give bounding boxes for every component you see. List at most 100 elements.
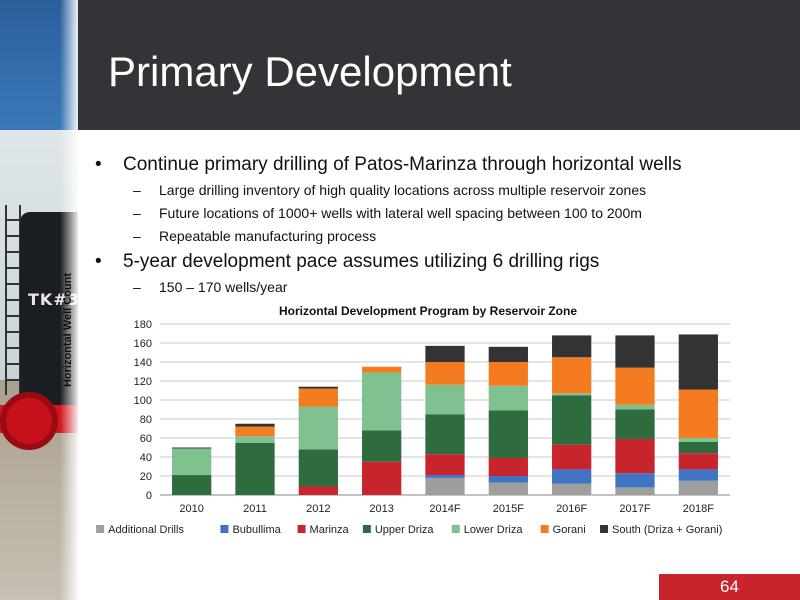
bar-segment <box>425 345 465 362</box>
bar-segment <box>552 393 592 396</box>
y-tick-label: 60 <box>140 433 152 445</box>
bar-segment <box>678 389 718 438</box>
bar-segment <box>615 409 655 439</box>
bar-segment <box>552 357 592 394</box>
sub-bullet-1-2: – Future locations of 1000+ wells with l… <box>133 205 642 221</box>
bar-segment <box>235 436 275 443</box>
legend-swatch <box>220 525 229 533</box>
x-tick-label: 2012 <box>306 503 330 515</box>
legend-label: Gorani <box>553 524 586 536</box>
sub-bullet-2-1-text: 150 – 170 wells/year <box>159 279 288 295</box>
legend-label: Marinza <box>310 524 350 536</box>
sub-bullet-1-1: – Large drilling inventory of high quali… <box>133 182 647 198</box>
y-tick-label: 20 <box>140 471 152 483</box>
y-tick-label: 140 <box>134 357 152 369</box>
background-photo: TK#3 <box>0 0 78 600</box>
bar-segment <box>552 469 592 484</box>
bar-segment <box>615 438 655 474</box>
bar-segment <box>362 366 402 373</box>
bar-segment <box>425 384 465 415</box>
slide-header: Primary Development <box>78 0 800 130</box>
bar-segment <box>488 362 528 386</box>
x-tick-label: 2016F <box>556 503 587 515</box>
bar-segment <box>298 449 338 487</box>
bullet-2-text: 5-year development pace assumes utilizin… <box>123 251 600 272</box>
page-number: 64 <box>659 574 800 600</box>
bar-segment <box>235 423 275 427</box>
y-tick-label: 0 <box>146 490 152 502</box>
slide-title: Primary Development <box>108 48 512 95</box>
sub-bullet-dash: – <box>133 228 141 244</box>
bar-segment <box>678 438 718 442</box>
bar-segment <box>235 426 275 437</box>
x-tick-label: 2010 <box>179 503 203 515</box>
chart-title: Horizontal Development Program by Reserv… <box>278 304 578 318</box>
sub-bullet-1-3: – Repeatable manufacturing process <box>133 228 377 244</box>
bar-segment <box>615 473 655 488</box>
x-tick-label: 2013 <box>369 503 393 515</box>
x-tick-label: 2015F <box>493 503 524 515</box>
y-tick-label: 120 <box>134 376 152 388</box>
x-tick-label: 2011 <box>243 503 267 515</box>
photo-fade <box>60 0 78 600</box>
bar-segment <box>362 372 402 431</box>
bar-segment <box>425 477 465 495</box>
sub-bullet-dash: – <box>133 182 141 198</box>
legend-swatch <box>451 525 460 533</box>
y-tick-label: 100 <box>134 395 152 407</box>
photo-tower <box>5 205 21 395</box>
legend-label: Bubullima <box>232 524 281 536</box>
bullet-2: • 5-year development pace assumes utiliz… <box>95 251 600 273</box>
bar-segment <box>425 475 465 478</box>
bar-segment <box>298 486 338 495</box>
bullet-1-text: Continue primary drilling of Patos-Marin… <box>123 154 682 175</box>
bar-segment <box>425 414 465 455</box>
bar-segment <box>298 406 338 450</box>
legend-label: Upper Driza <box>375 524 435 536</box>
legend-swatch <box>540 525 549 533</box>
bar-segment <box>552 444 592 470</box>
bar-segment <box>615 404 655 410</box>
bar-segment <box>678 480 718 495</box>
bar-segment <box>678 469 718 481</box>
legend-label: Additional Drills <box>108 524 184 536</box>
bar-segment <box>615 335 655 368</box>
legend-swatch <box>96 525 105 533</box>
legend-swatch <box>297 525 306 533</box>
chart-y-axis-label: Horizontal Well Count <box>62 272 74 388</box>
bar-segment <box>172 475 212 495</box>
bar-segment <box>488 457 528 476</box>
bar-segment <box>615 367 655 405</box>
sub-bullet-1-3-text: Repeatable manufacturing process <box>159 228 377 244</box>
bar-segment <box>362 430 402 462</box>
bar-segment <box>172 447 212 449</box>
sub-bullet-dash: – <box>133 205 141 221</box>
bullet-1: • Continue primary drilling of Patos-Mar… <box>95 154 682 176</box>
legend-label: Lower Driza <box>464 524 524 536</box>
x-tick-label: 2018F <box>683 503 714 515</box>
y-tick-label: 160 <box>134 338 152 350</box>
bar-segment <box>488 385 528 411</box>
bar-segment <box>488 410 528 458</box>
bar-segment <box>552 395 592 445</box>
sub-bullet-2-1: – 150 – 170 wells/year <box>133 279 288 295</box>
sub-bullet-1-2-text: Future locations of 1000+ wells with lat… <box>159 205 642 221</box>
bar-segment <box>235 442 275 495</box>
bar-segment <box>678 334 718 390</box>
bar-segment <box>425 454 465 476</box>
bar-segment <box>552 335 592 358</box>
x-tick-label: 2014F <box>429 503 460 515</box>
y-tick-label: 40 <box>140 452 152 464</box>
x-tick-label: 2017F <box>619 503 650 515</box>
bar-segment <box>678 441 718 454</box>
bar-segment <box>615 487 655 495</box>
bar-segment <box>298 386 338 389</box>
bar-segment <box>488 476 528 483</box>
bar-segment <box>488 482 528 495</box>
bar-segment <box>172 448 212 476</box>
photo-red-valve <box>0 392 58 450</box>
bar-segment <box>678 453 718 470</box>
bullet-dot: • <box>95 154 102 175</box>
sub-bullet-1-1-text: Large drilling inventory of high quality… <box>159 182 647 198</box>
y-tick-label: 80 <box>140 414 152 426</box>
